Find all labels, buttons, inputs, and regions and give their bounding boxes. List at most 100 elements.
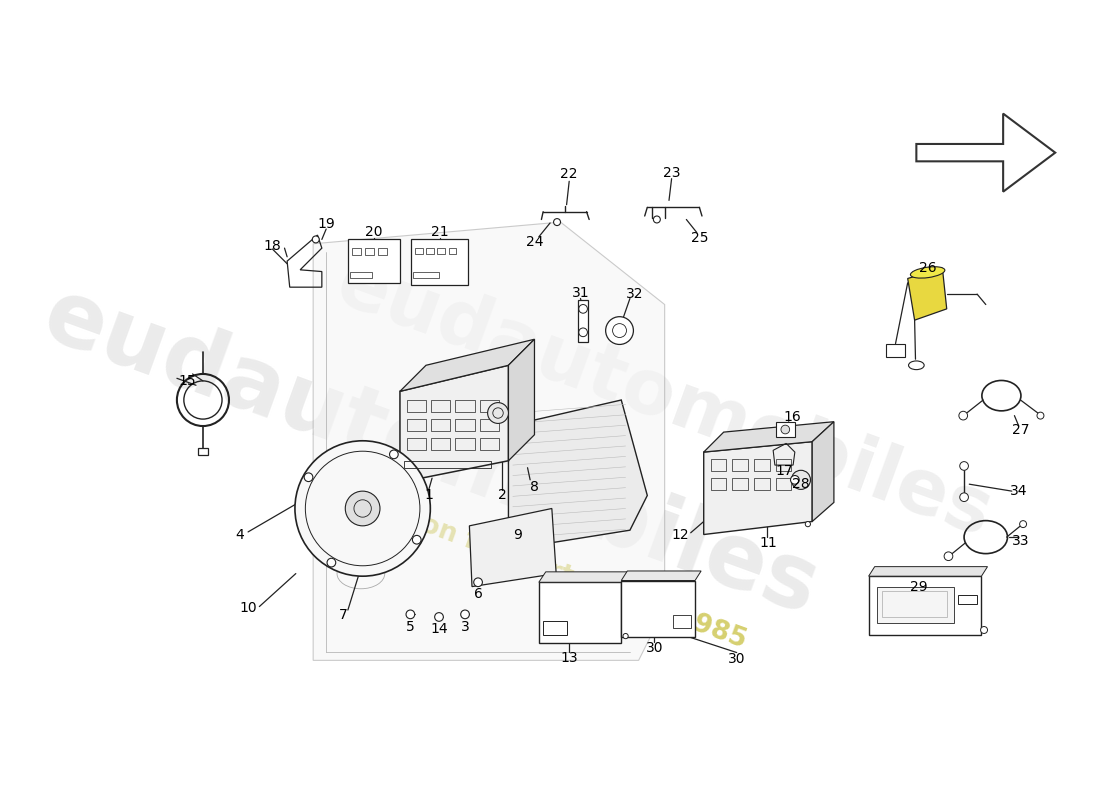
Bar — [365, 248, 374, 255]
Polygon shape — [400, 339, 535, 391]
Text: 5: 5 — [406, 619, 415, 634]
Text: 8: 8 — [530, 480, 539, 494]
Text: 24: 24 — [526, 235, 543, 249]
Circle shape — [653, 216, 660, 223]
Bar — [348, 239, 400, 283]
Circle shape — [345, 491, 379, 526]
Bar — [407, 400, 426, 412]
Bar — [455, 419, 474, 431]
Text: 25: 25 — [691, 230, 708, 245]
Text: 14: 14 — [430, 622, 448, 636]
Text: 12: 12 — [671, 527, 689, 542]
Text: 29: 29 — [910, 579, 927, 594]
Polygon shape — [869, 566, 988, 576]
Bar — [755, 478, 770, 490]
Polygon shape — [704, 422, 834, 452]
Bar — [431, 419, 450, 431]
Bar — [455, 400, 474, 412]
Text: 23: 23 — [663, 166, 681, 180]
Polygon shape — [539, 572, 628, 582]
Circle shape — [487, 402, 508, 423]
Polygon shape — [908, 268, 947, 320]
Circle shape — [295, 441, 430, 576]
Bar — [776, 478, 791, 490]
Bar — [351, 271, 372, 278]
Bar — [438, 248, 446, 254]
Circle shape — [553, 218, 561, 226]
Text: a passion for parts since 1985: a passion for parts since 1985 — [319, 476, 750, 654]
Bar — [733, 459, 748, 471]
Bar — [449, 248, 456, 254]
Circle shape — [959, 411, 968, 420]
Bar — [426, 248, 433, 254]
Text: 15: 15 — [178, 374, 196, 388]
Text: 27: 27 — [1012, 423, 1030, 438]
Polygon shape — [508, 339, 535, 461]
Polygon shape — [400, 366, 508, 482]
Circle shape — [305, 473, 312, 482]
Bar — [673, 615, 691, 628]
Bar — [407, 438, 426, 450]
Circle shape — [327, 558, 336, 567]
Bar — [378, 248, 387, 255]
Text: 6: 6 — [474, 587, 483, 602]
Bar — [455, 438, 474, 450]
Circle shape — [781, 425, 790, 434]
Circle shape — [474, 578, 483, 586]
Circle shape — [980, 626, 988, 634]
Bar — [869, 576, 981, 635]
Bar — [480, 438, 499, 450]
Bar — [711, 478, 726, 490]
Circle shape — [791, 475, 800, 484]
Text: 34: 34 — [1010, 484, 1027, 498]
Bar — [776, 422, 795, 438]
Text: 9: 9 — [513, 527, 521, 542]
Bar — [480, 419, 499, 431]
Polygon shape — [508, 400, 647, 547]
Text: 10: 10 — [240, 602, 257, 615]
Circle shape — [959, 493, 968, 502]
Text: 3: 3 — [461, 619, 470, 634]
Text: 2: 2 — [498, 489, 507, 502]
Bar — [411, 239, 467, 285]
Text: 21: 21 — [431, 226, 449, 239]
Text: 1: 1 — [425, 489, 433, 502]
Circle shape — [1020, 521, 1026, 527]
Text: 4: 4 — [235, 527, 244, 542]
Text: 22: 22 — [560, 167, 578, 182]
Text: 18: 18 — [264, 238, 282, 253]
Bar — [352, 248, 361, 255]
Bar — [480, 400, 499, 412]
Polygon shape — [314, 222, 664, 660]
Bar — [881, 591, 947, 617]
Bar — [415, 248, 422, 254]
Text: 7: 7 — [339, 608, 348, 622]
Bar — [431, 438, 450, 450]
Circle shape — [805, 522, 811, 526]
Circle shape — [412, 535, 421, 544]
Bar — [198, 448, 208, 454]
Text: eudautomobiles: eudautomobiles — [31, 271, 829, 634]
Polygon shape — [704, 442, 812, 534]
Circle shape — [434, 613, 443, 622]
Circle shape — [959, 462, 968, 470]
Circle shape — [623, 634, 628, 638]
Text: 20: 20 — [365, 226, 383, 239]
Text: 19: 19 — [317, 217, 336, 231]
Text: eudautomobiles: eudautomobiles — [327, 247, 1002, 553]
Bar — [886, 343, 905, 357]
Text: 30: 30 — [728, 652, 746, 666]
Bar — [733, 478, 748, 490]
Bar — [407, 419, 426, 431]
Polygon shape — [470, 509, 557, 586]
Bar — [578, 300, 588, 342]
Bar — [412, 271, 439, 278]
Bar — [405, 461, 491, 468]
Text: 31: 31 — [572, 286, 590, 300]
Polygon shape — [621, 571, 701, 581]
Text: 26: 26 — [918, 261, 936, 275]
Circle shape — [1037, 412, 1044, 419]
Polygon shape — [812, 422, 834, 522]
Text: 30: 30 — [646, 642, 663, 655]
Text: 32: 32 — [626, 287, 644, 301]
